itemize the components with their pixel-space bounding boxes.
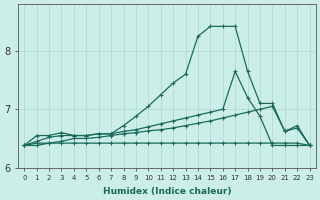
X-axis label: Humidex (Indice chaleur): Humidex (Indice chaleur)	[103, 187, 231, 196]
